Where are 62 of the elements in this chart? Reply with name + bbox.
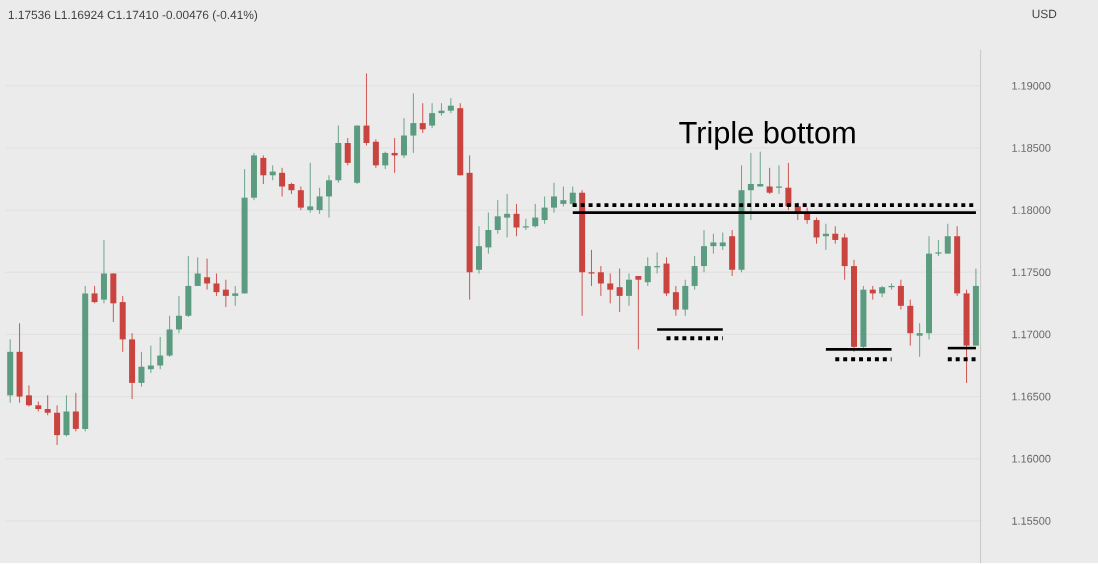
- candlestick: [166, 315, 173, 358]
- candlestick: [513, 203, 520, 238]
- candlestick: [729, 229, 736, 277]
- candlestick: [54, 405, 61, 446]
- candlestick: [325, 175, 332, 219]
- candlestick: [129, 333, 136, 400]
- candlestick: [175, 295, 182, 335]
- candlestick: [879, 285, 886, 298]
- candlestick: [776, 165, 783, 195]
- candlestick: [616, 268, 623, 313]
- candlestick: [626, 273, 633, 307]
- candlestick: [410, 93, 417, 154]
- candlestick: [138, 351, 145, 388]
- candlestick: [147, 345, 154, 374]
- candlestick: [691, 256, 698, 291]
- candlestick: [372, 139, 379, 169]
- candlestick: [935, 239, 942, 257]
- candlestick: [447, 98, 454, 114]
- candlestick: [607, 273, 614, 305]
- candlestick: [110, 273, 117, 323]
- candlestick: [279, 167, 286, 198]
- candlestick: [897, 279, 904, 311]
- candlestick: [63, 395, 70, 438]
- candlestick: [213, 273, 220, 297]
- candlestick: [44, 395, 51, 417]
- candlestick: [335, 125, 342, 184]
- candlestick: [532, 203, 539, 229]
- candlestick: [260, 155, 267, 185]
- candlestick: [297, 186, 304, 211]
- candlestick: [316, 187, 323, 215]
- candlestick: [944, 223, 951, 255]
- candlestick: [804, 207, 811, 225]
- candlestick: [307, 162, 314, 214]
- candlestick: [222, 279, 229, 308]
- candlestick: [429, 103, 436, 129]
- candlestick: [841, 233, 848, 281]
- candlestick: [710, 233, 717, 255]
- candlestick: [682, 279, 689, 317]
- candlestick: [7, 339, 14, 404]
- candlestick: [907, 299, 914, 347]
- candlestick: [916, 323, 923, 358]
- candlestick: [400, 118, 407, 159]
- candlestick: [363, 73, 370, 147]
- candlestick: [72, 392, 79, 433]
- candlestick: [185, 256, 192, 318]
- candlestick: [204, 258, 211, 291]
- candlestick: [541, 196, 548, 225]
- candlestick: [766, 167, 773, 195]
- candlestick: [194, 257, 201, 287]
- candlestick: [119, 295, 126, 353]
- candlestick: [419, 103, 426, 134]
- candlestick: [813, 217, 820, 245]
- candlestick: [635, 275, 642, 351]
- candlestick: [232, 285, 239, 307]
- candlestick: [701, 229, 708, 274]
- candlestick: [522, 218, 529, 231]
- annotation: Triple bottom: [679, 121, 855, 151]
- candlestick: [157, 336, 164, 371]
- candlestick: [569, 186, 576, 208]
- candlestick: [100, 239, 107, 305]
- candlestick: [344, 137, 351, 167]
- candlestick: [250, 152, 257, 202]
